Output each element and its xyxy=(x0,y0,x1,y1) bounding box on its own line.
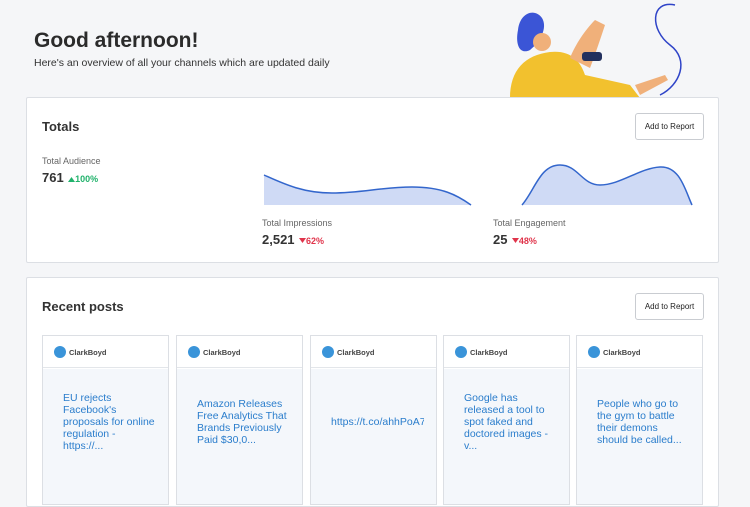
post-body: https://t.co/ahhPoA7qb xyxy=(311,369,436,504)
post-card[interactable]: ClarkBoyd People who go to the gym to bat… xyxy=(576,335,703,505)
metric-value: 25 xyxy=(493,232,508,247)
metric-label: Total Audience xyxy=(42,156,101,166)
post-body: Google has released a tool to spot faked… xyxy=(444,369,569,504)
post-text[interactable]: EU rejects Facebook's proposals for onli… xyxy=(63,391,155,452)
up-arrow xyxy=(68,177,76,182)
post-header: ClarkBoyd xyxy=(577,336,702,368)
impressions-sparkline xyxy=(263,174,472,206)
illustration xyxy=(510,3,682,98)
greeting: Good afternoon! xyxy=(34,29,199,52)
post-author: ClarkBoyd xyxy=(470,348,508,357)
recent-posts-title: Recent posts xyxy=(42,299,124,314)
add-to-report-button[interactable]: Add to Report xyxy=(635,293,704,320)
down-arrow xyxy=(511,238,519,243)
post-body: People who go to the gym to battle their… xyxy=(577,369,702,504)
add-to-report-button[interactable]: Add to Report xyxy=(635,113,704,140)
post-author: ClarkBoyd xyxy=(603,348,641,357)
metric-label: Total Engagement xyxy=(493,218,566,228)
post-author: ClarkBoyd xyxy=(203,348,241,357)
post-card[interactable]: ClarkBoyd EU rejects Facebook's proposals… xyxy=(42,335,169,505)
twitter-icon xyxy=(322,346,334,358)
twitter-icon xyxy=(455,346,467,358)
post-text[interactable]: https://t.co/ahhPoA7qb xyxy=(331,415,424,428)
post-author: ClarkBoyd xyxy=(69,348,107,357)
metric-label: Total Impressions xyxy=(262,218,333,228)
metric: 25 48% xyxy=(493,231,537,249)
post-header: ClarkBoyd xyxy=(311,336,436,368)
post-header: ClarkBoyd xyxy=(444,336,569,368)
totals-card xyxy=(26,97,719,263)
metric: 2,521 62% xyxy=(262,231,324,249)
metric-change: 62% xyxy=(306,236,325,246)
metric-change: 100% xyxy=(75,174,99,184)
down-arrow xyxy=(299,238,306,243)
metric-change: 48% xyxy=(518,236,537,246)
post-header: ClarkBoyd xyxy=(43,336,168,368)
twitter-icon xyxy=(188,346,200,358)
metric: 761 100% xyxy=(42,169,98,187)
metric-value: 2,521 xyxy=(262,232,295,247)
post-text[interactable]: Google has released a tool to spot faked… xyxy=(464,391,549,452)
subtitle: Here's an overview of all your channels … xyxy=(34,57,330,69)
metric-value: 761 xyxy=(42,170,64,185)
post-card[interactable]: ClarkBoyd Amazon Releases Free Analytics … xyxy=(176,335,303,505)
post-header: ClarkBoyd xyxy=(177,336,302,368)
post-author: ClarkBoyd xyxy=(337,348,375,357)
post-card[interactable]: ClarkBoyd Google has released a tool to s… xyxy=(443,335,570,505)
post-text[interactable]: Amazon Releases Free Analytics That Bran… xyxy=(197,397,287,446)
twitter-icon xyxy=(588,346,600,358)
post-card[interactable]: ClarkBoyd https://t.co/ahhPoA7qb xyxy=(310,335,437,505)
post-text[interactable]: People who go to the gym to battle their… xyxy=(597,397,682,446)
engagement-sparkline xyxy=(521,164,693,206)
twitter-icon xyxy=(54,346,66,358)
totals-title: Totals xyxy=(42,119,80,134)
post-body: EU rejects Facebook's proposals for onli… xyxy=(43,369,168,504)
post-body: Amazon Releases Free Analytics That Bran… xyxy=(177,369,302,504)
